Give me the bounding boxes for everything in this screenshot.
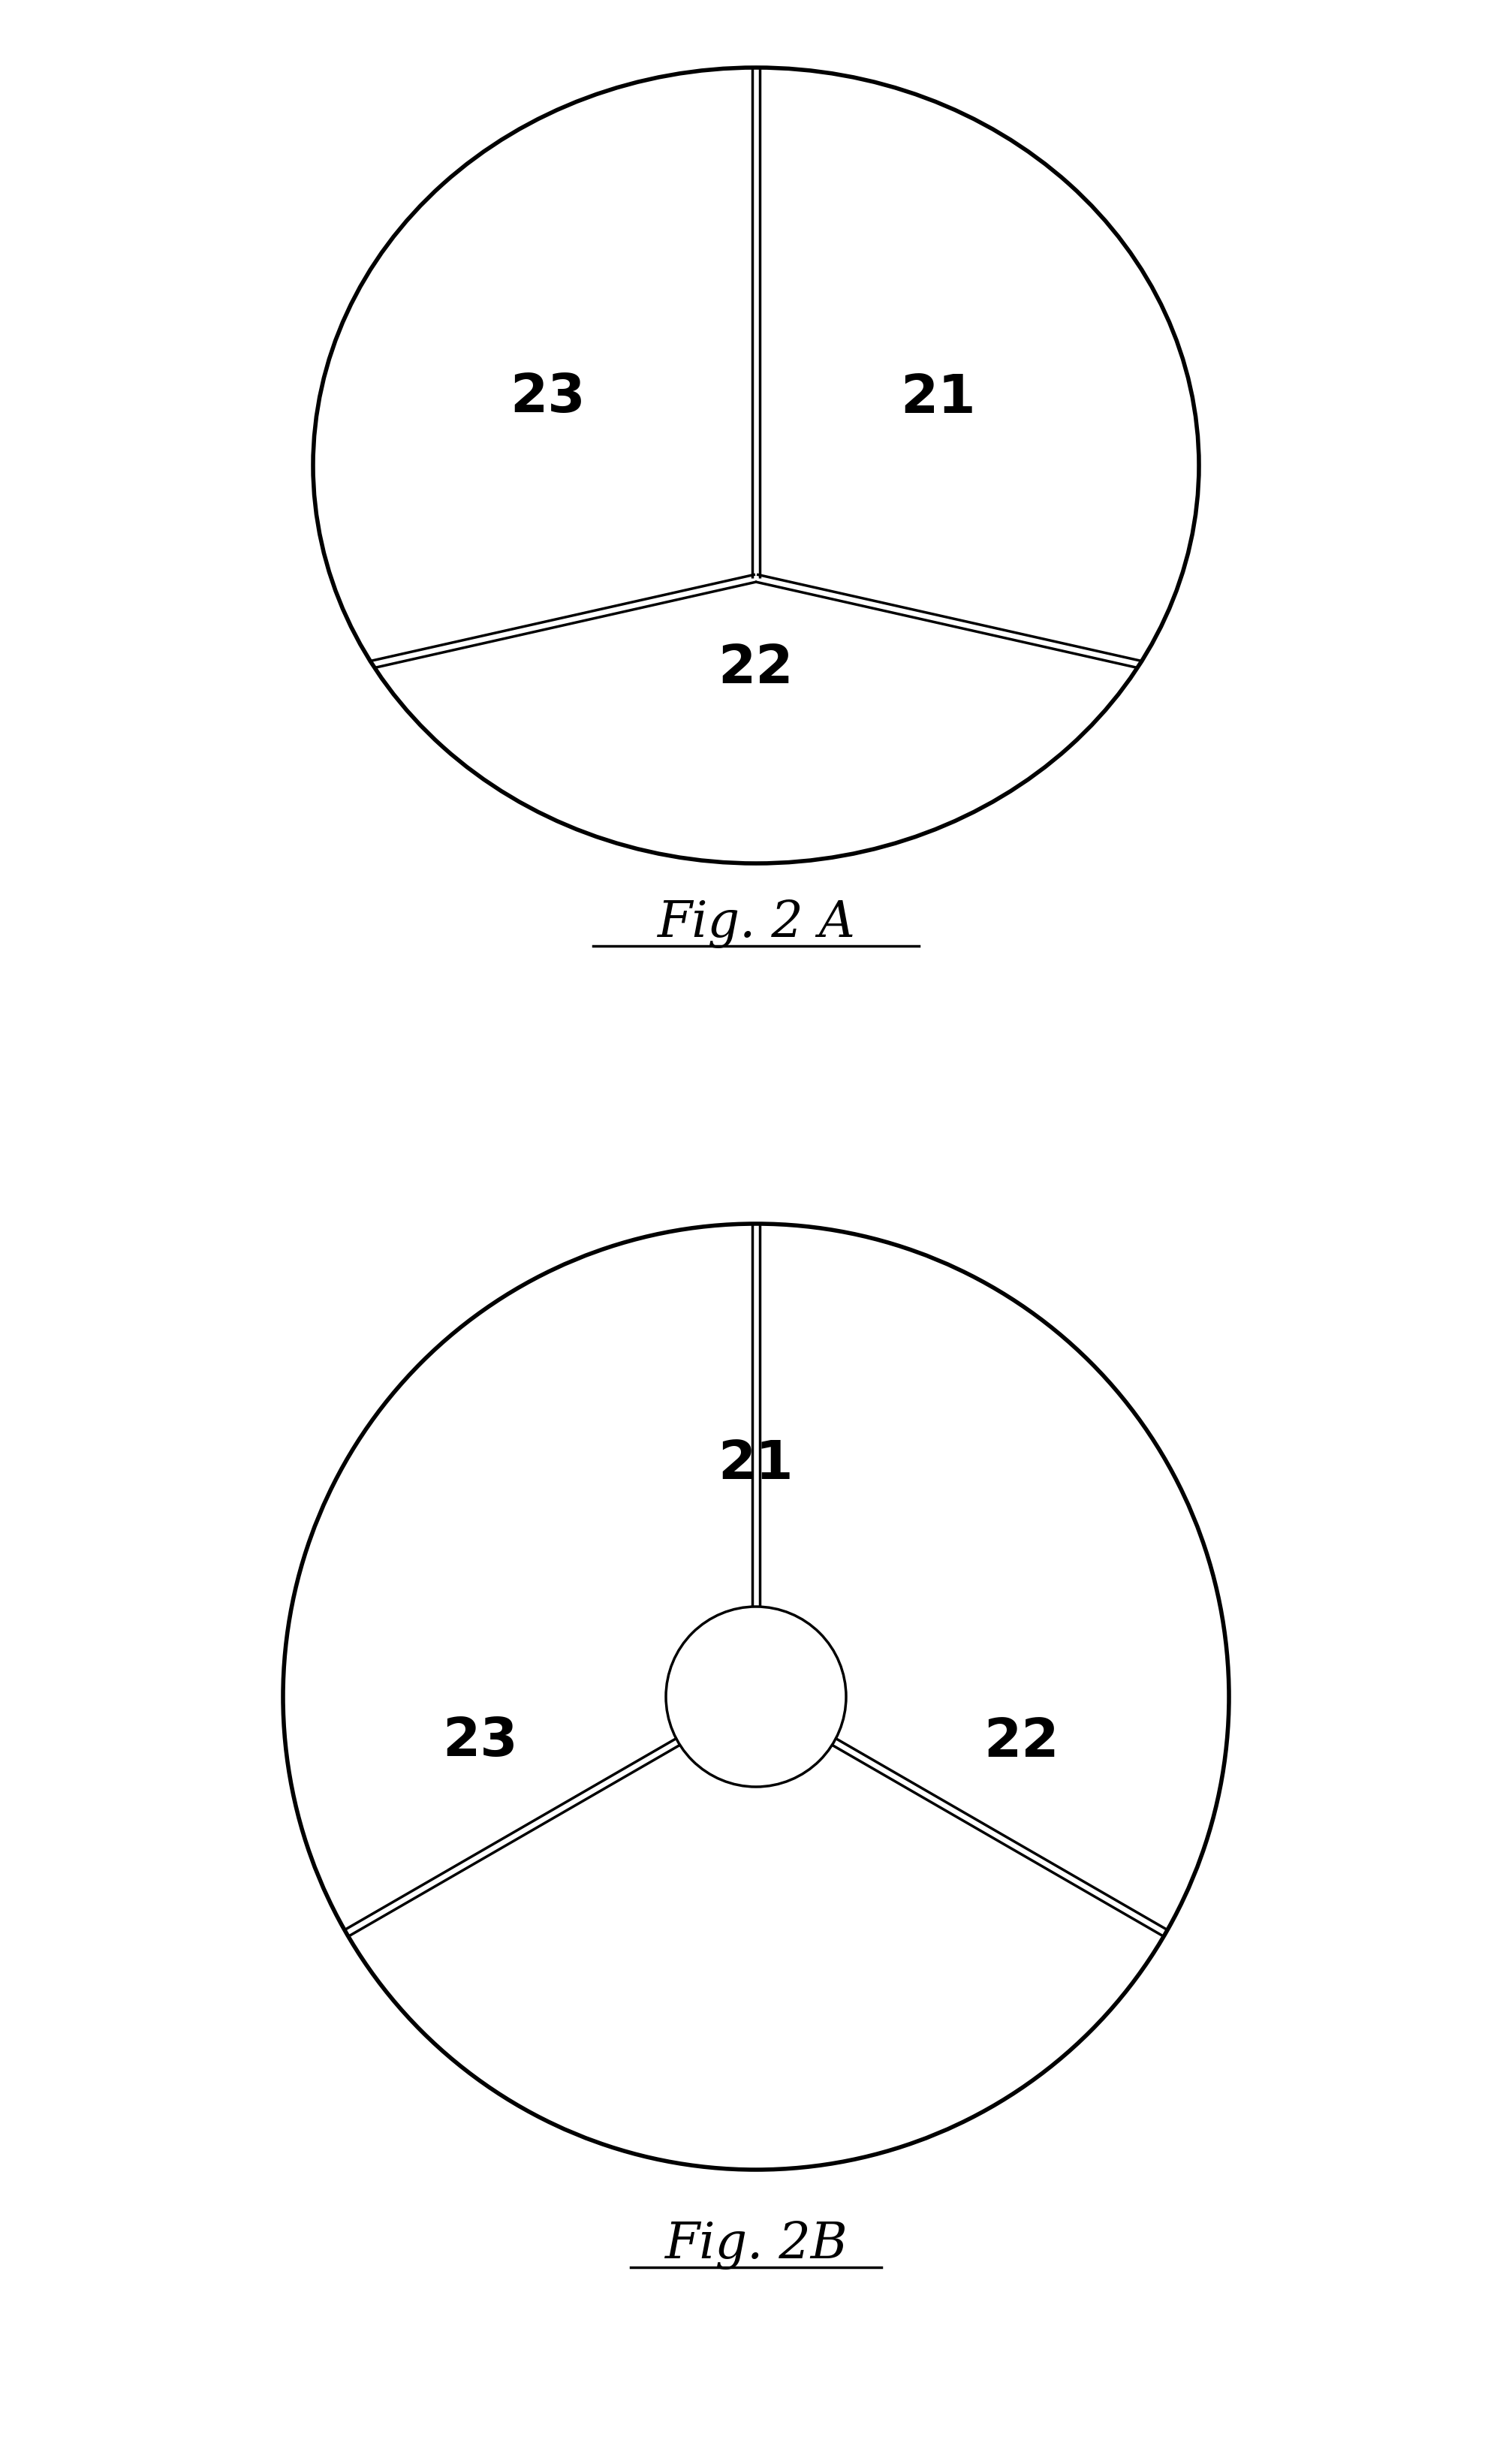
Text: Fig. 2B: Fig. 2B: [664, 2220, 847, 2269]
Text: 22: 22: [718, 643, 794, 695]
Text: 21: 21: [900, 372, 975, 424]
Text: 23: 23: [443, 1715, 519, 1767]
Text: Fig. 2 A: Fig. 2 A: [656, 899, 854, 949]
Text: 21: 21: [718, 1439, 794, 1491]
Text: 22: 22: [983, 1715, 1058, 1767]
Circle shape: [665, 1607, 845, 1786]
Text: 23: 23: [510, 372, 585, 424]
